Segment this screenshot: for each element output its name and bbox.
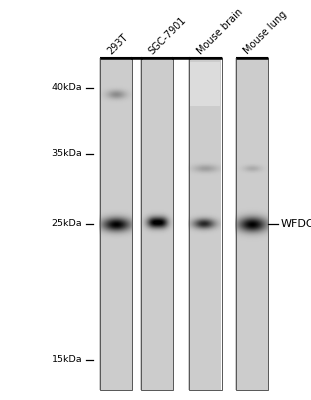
- Bar: [189, 58, 221, 390]
- Text: 293T: 293T: [106, 32, 130, 56]
- Text: 15kDa: 15kDa: [52, 356, 82, 364]
- Bar: [141, 58, 174, 390]
- Bar: [236, 58, 268, 390]
- Text: SGC-7901: SGC-7901: [147, 15, 188, 56]
- Bar: [100, 58, 132, 390]
- Text: Mouse lung: Mouse lung: [242, 9, 289, 56]
- Bar: [141, 58, 174, 390]
- Bar: [100, 58, 132, 390]
- Text: 25kDa: 25kDa: [52, 220, 82, 228]
- Text: WFDC1: WFDC1: [281, 219, 311, 229]
- Bar: [236, 58, 268, 390]
- Text: 35kDa: 35kDa: [52, 150, 82, 158]
- Text: 40kDa: 40kDa: [52, 84, 82, 92]
- Bar: [189, 58, 221, 390]
- Text: Mouse brain: Mouse brain: [195, 6, 245, 56]
